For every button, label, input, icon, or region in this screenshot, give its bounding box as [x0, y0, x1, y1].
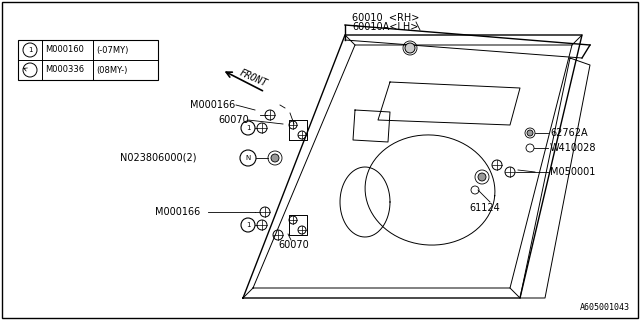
Text: M000160: M000160: [45, 45, 84, 54]
Text: M000336: M000336: [45, 66, 84, 75]
Bar: [18, 40, 158, 80]
Text: 60070: 60070: [218, 115, 249, 125]
Text: 1: 1: [246, 222, 250, 228]
Circle shape: [405, 43, 415, 53]
Circle shape: [271, 154, 279, 162]
Circle shape: [478, 173, 486, 181]
Text: 62762A: 62762A: [550, 128, 588, 138]
Text: A605001043: A605001043: [580, 303, 630, 312]
Text: 60010  <RH>: 60010 <RH>: [352, 13, 419, 23]
Text: N023806000(2): N023806000(2): [120, 153, 196, 163]
Text: M000166: M000166: [190, 100, 236, 110]
Text: (08MY-): (08MY-): [96, 66, 127, 75]
Text: FRONT: FRONT: [237, 68, 268, 89]
Text: M050001: M050001: [550, 167, 595, 177]
Text: 60070: 60070: [278, 240, 308, 250]
Text: 61124: 61124: [470, 203, 500, 213]
Text: (-07MY): (-07MY): [96, 45, 129, 54]
Text: W410028: W410028: [550, 143, 596, 153]
Circle shape: [527, 130, 533, 136]
Text: 1: 1: [246, 125, 250, 131]
Text: 60010A<LH>: 60010A<LH>: [352, 22, 419, 32]
Text: 1: 1: [28, 47, 32, 53]
Text: N: N: [245, 155, 251, 161]
Text: M000166: M000166: [155, 207, 200, 217]
